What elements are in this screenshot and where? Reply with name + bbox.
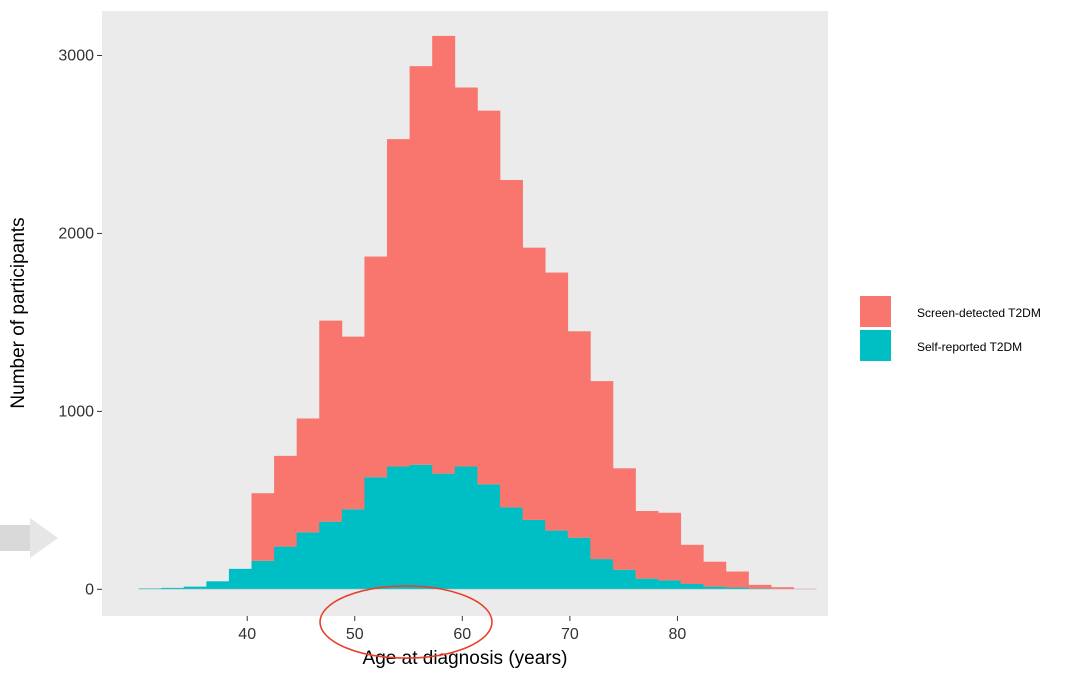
bar-screen-detected [567, 331, 591, 538]
bar-self-reported [206, 581, 230, 590]
legend-swatch-self-reported [860, 330, 891, 361]
bar-screen-detected [364, 256, 388, 478]
left-arrow-artifact [0, 518, 58, 558]
bar-self-reported [319, 521, 343, 590]
bar-self-reported [409, 464, 433, 590]
bar-self-reported [228, 568, 252, 590]
y-axis-title: Number of participants [8, 217, 29, 408]
bar-self-reported [680, 583, 704, 590]
bar-screen-detected [409, 66, 433, 465]
y-tick-label: 3000 [58, 47, 94, 64]
x-tick-label: 80 [669, 626, 687, 643]
bar-screen-detected [612, 468, 636, 570]
bar-self-reported [138, 588, 162, 590]
x-axis-title: Age at diagnosis (years) [363, 648, 568, 669]
bar-self-reported [590, 559, 614, 590]
bar-self-reported [432, 473, 456, 590]
bar-self-reported [296, 532, 320, 590]
x-tick-label: 50 [346, 626, 364, 643]
legend-label-self-reported: Self-reported T2DM [917, 340, 1022, 354]
bar-self-reported [635, 578, 659, 590]
x-axis: 40 50 60 70 80 [238, 616, 686, 643]
bar-screen-detected [658, 512, 682, 581]
bar-screen-detected [590, 381, 614, 560]
bar-self-reported [251, 560, 275, 590]
bar-screen-detected [703, 561, 727, 587]
y-axis: 0 1000 2000 3000 [58, 47, 102, 598]
bar-self-reported [499, 507, 523, 590]
bar-screen-detected [251, 493, 275, 561]
bar-self-reported [454, 466, 478, 590]
x-tick-label: 70 [561, 626, 579, 643]
bar-self-reported [567, 537, 591, 590]
x-tick-label: 40 [238, 626, 256, 643]
bar-self-reported [477, 484, 501, 590]
bar-screen-detected [387, 139, 411, 467]
bar-self-reported [703, 586, 727, 590]
bar-self-reported [161, 587, 185, 590]
bar-self-reported [612, 569, 636, 590]
bar-self-reported [658, 580, 682, 590]
bar-screen-detected [274, 455, 298, 547]
bar-screen-detected [432, 35, 456, 474]
bar-screen-detected [748, 584, 772, 589]
bar-screen-detected [499, 180, 523, 508]
bar-self-reported [341, 509, 365, 590]
bar-self-reported [748, 588, 772, 590]
bar-screen-detected [296, 418, 320, 533]
bar-self-reported [522, 519, 546, 590]
bar-self-reported [387, 466, 411, 590]
x-tick-label: 60 [453, 626, 471, 643]
legend-swatch-screen-detected [860, 296, 891, 327]
bar-screen-detected [454, 87, 478, 467]
bar-self-reported [545, 530, 569, 590]
bar-self-reported [725, 587, 749, 590]
bar-screen-detected [770, 587, 794, 589]
bar-screen-detected [522, 247, 546, 520]
bar-self-reported [274, 546, 298, 590]
legend-label-screen-detected: Screen-detected T2DM [917, 306, 1041, 320]
bars-layer [138, 35, 817, 590]
bar-screen-detected [341, 336, 365, 510]
y-tick-label: 0 [85, 581, 94, 598]
y-tick-label: 1000 [58, 403, 94, 420]
bar-screen-detected [319, 320, 343, 522]
highlight-ellipse-annotation [319, 585, 493, 659]
bar-screen-detected [545, 272, 569, 531]
legend: Screen-detected T2DM Self-reported T2DM [860, 296, 1041, 361]
bar-screen-detected [725, 571, 749, 588]
bar-self-reported [183, 586, 207, 590]
bar-screen-detected [680, 544, 704, 584]
bar-screen-detected [477, 110, 501, 485]
y-tick-label: 2000 [58, 225, 94, 242]
bar-self-reported [364, 477, 388, 590]
bar-screen-detected [635, 511, 659, 579]
